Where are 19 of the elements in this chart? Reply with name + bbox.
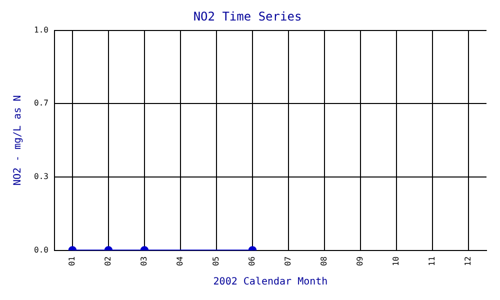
y-tick-label: 0.7 [34,98,49,108]
chart-title: NO2 Time Series [193,9,302,24]
x-tick-label: 05 [212,256,221,266]
x-axis-title: 2002 Calendar Month [213,276,328,288]
y-tick-label: 0.0 [34,245,49,254]
x-tick-label: 10 [392,256,401,266]
x-tick-label: 07 [284,256,293,266]
y-tick-label: 0.3 [34,172,49,182]
y-tick-label: 1.0 [34,25,49,34]
x-tick-label: 08 [320,256,329,266]
x-tick-label: 09 [356,256,365,266]
x-tick-label: 03 [140,256,149,266]
x-tick-label: 02 [104,256,113,266]
x-tick-label: 12 [464,256,473,266]
x-tick-label: 11 [428,256,437,266]
x-tick-label: 04 [176,256,185,266]
x-tick-label: 06 [248,256,257,266]
y-axis-title: NO2 - mg/L as N [12,95,24,186]
x-tick-label: 01 [68,256,77,266]
